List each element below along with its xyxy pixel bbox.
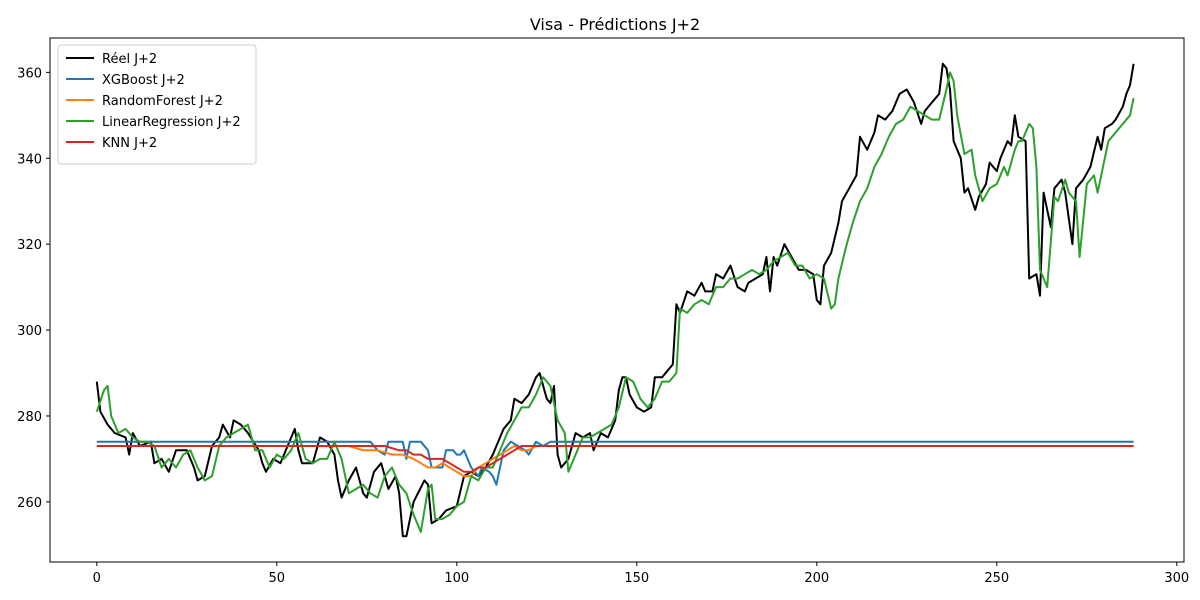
- y-tick-label: 340: [17, 152, 42, 167]
- series-line-3: [95, 71, 1135, 533]
- legend-label-4: KNN J+2: [102, 136, 157, 151]
- y-tick-label: 300: [17, 324, 42, 339]
- x-tick-label: 150: [624, 571, 649, 586]
- x-tick-label: 300: [1164, 571, 1189, 586]
- legend-label-1: XGBoost J+2: [102, 73, 185, 88]
- y-tick-label: 360: [17, 66, 42, 81]
- series-line-4: [96, 445, 1134, 473]
- series-line-0: [95, 62, 1135, 538]
- legend-label-2: RandomForest J+2: [102, 94, 223, 109]
- y-tick-label: 280: [17, 410, 42, 425]
- y-tick-label: 320: [17, 238, 42, 253]
- x-tick-label: 100: [444, 571, 469, 586]
- y-tick-label: 260: [17, 496, 42, 511]
- x-axis: 0 50 100 150 200 250 300: [93, 562, 1189, 586]
- plot-area: [49, 37, 1185, 563]
- series-line-2: [96, 445, 1134, 478]
- legend-label-3: LinearRegression J+2: [102, 115, 241, 130]
- plot-frame: [49, 37, 1185, 563]
- series-line-1: [96, 440, 1134, 486]
- x-tick-label: 250: [984, 571, 1009, 586]
- legend-label-0: Réel J+2: [102, 52, 157, 67]
- chart-title: Visa - Prédictions J+2: [530, 15, 700, 34]
- x-tick-label: 0: [93, 571, 101, 586]
- legend-box: [57, 44, 257, 165]
- legend: Réel J+2 XGBoost J+2 RandomForest J+2 Linea…: [57, 44, 257, 165]
- y-axis: 260 280 300 320 340 360: [17, 66, 50, 511]
- x-tick-label: 50: [269, 571, 286, 586]
- x-tick-label: 200: [804, 571, 829, 586]
